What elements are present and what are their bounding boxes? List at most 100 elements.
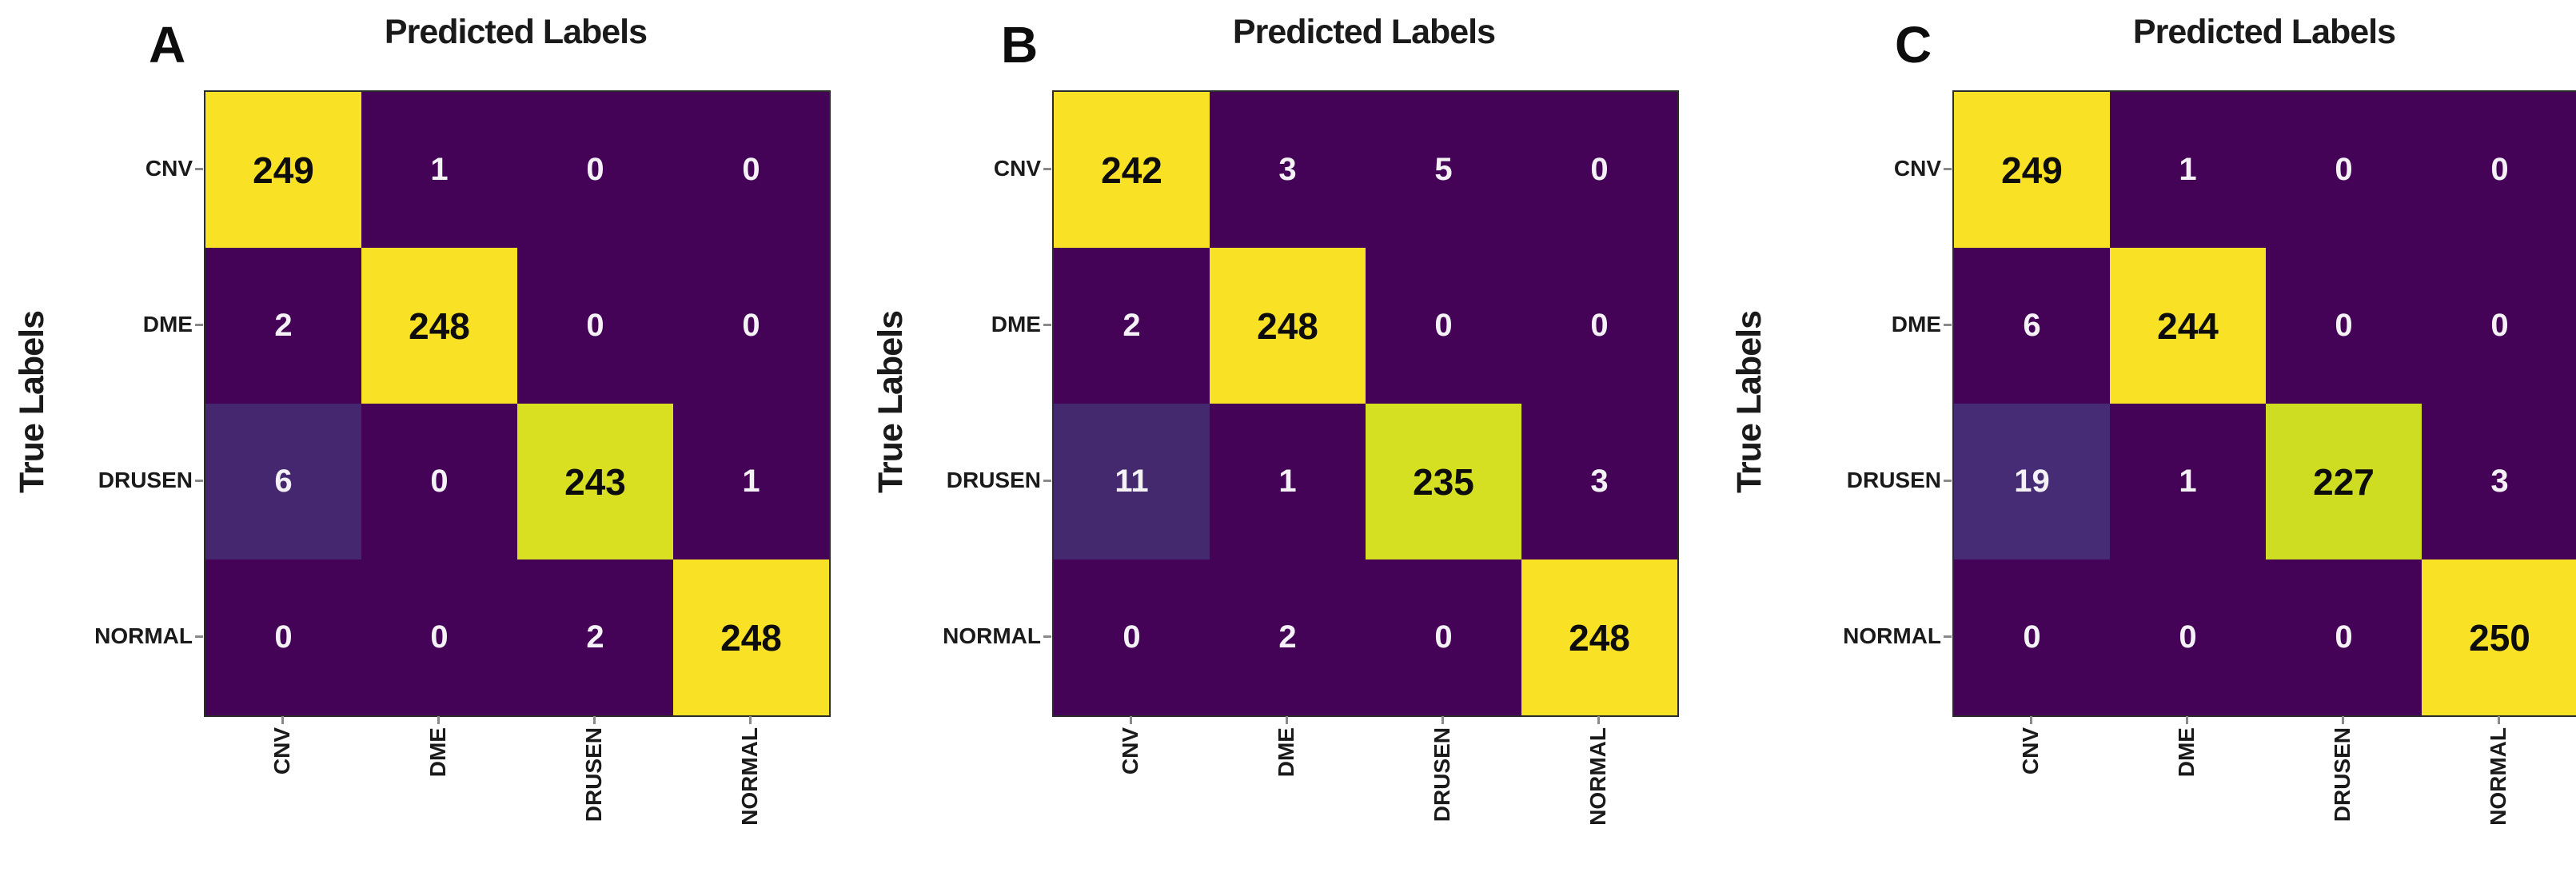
matrix-cell: 1 (2110, 404, 2266, 559)
col-label-drusen: DRUSEN (580, 727, 606, 822)
cell-value: 11 (1115, 464, 1149, 499)
matrix-cell: 3 (1521, 404, 1677, 559)
matrix-cell: 0 (517, 92, 673, 248)
matrix-cell: 0 (1521, 248, 1677, 404)
matrix-cell: 6 (205, 404, 361, 559)
x-axis-tick (2341, 716, 2344, 724)
matrix-cell: 242 (1054, 92, 1210, 248)
matrix-cell: 19 (1954, 404, 2110, 559)
cell-value: 0 (274, 619, 293, 655)
matrix-cell: 1 (2110, 92, 2266, 248)
confusion-matrix-panel-a: A Predicted Labels True Labels 249 1 0 0 2 24… (0, 0, 859, 884)
cell-value: 6 (2023, 308, 2041, 343)
y-axis-title: True Labels (13, 311, 51, 493)
cell-value: 0 (586, 308, 604, 343)
matrix-cell: 1 (361, 92, 517, 248)
y-axis-tick (1043, 479, 1051, 482)
y-axis-tick (1043, 323, 1051, 326)
confusion-matrix-panel-c: C Predicted Labels True Labels 249 1 0 0 6 24… (1717, 0, 2576, 884)
cell-value: 0 (742, 308, 760, 343)
cell-value: 0 (430, 619, 449, 655)
x-axis-tick (1285, 716, 1288, 724)
matrix-cell: 250 (2422, 559, 2576, 715)
cell-value: 0 (1590, 152, 1609, 187)
y-axis-tick (1944, 167, 1952, 170)
y-axis-tick (195, 479, 203, 482)
cell-value: 1 (430, 152, 449, 187)
cell-value: 1 (1278, 464, 1297, 499)
row-label-normal: NORMAL (943, 623, 1041, 648)
matrix-cell: 2 (1054, 248, 1210, 404)
matrix-cell: 0 (361, 404, 517, 559)
cell-value: 5 (1434, 152, 1453, 187)
cell-value: 0 (586, 152, 604, 187)
cell-value: 0 (1590, 308, 1609, 343)
cell-value: 1 (2179, 152, 2197, 187)
heatmap-grid: 249 1 0 0 6 244 0 0 19 1 227 3 0 0 0 250 (1952, 90, 2576, 717)
cell-value: 0 (1434, 308, 1453, 343)
row-label-drusen: DRUSEN (946, 467, 1041, 492)
matrix-cell: 248 (673, 559, 829, 715)
matrix-cell: 6 (1954, 248, 2110, 404)
matrix-cell: 235 (1366, 404, 1521, 559)
cell-value: 0 (2335, 152, 2353, 187)
cell-value: 3 (2490, 464, 2509, 499)
cell-value: 2 (586, 619, 604, 655)
cell-value: 248 (720, 616, 782, 659)
col-label-normal: NORMAL (2485, 727, 2510, 826)
x-axis-title: Predicted Labels (2132, 13, 2396, 51)
x-axis-tick (592, 716, 596, 724)
x-axis-tick (1441, 716, 1444, 724)
matrix-cell: 0 (1366, 248, 1521, 404)
y-axis-tick (1043, 635, 1051, 638)
cell-value: 0 (2023, 619, 2041, 655)
cell-value: 1 (2179, 464, 2197, 499)
col-label-normal: NORMAL (736, 727, 762, 826)
matrix-cell: 248 (361, 248, 517, 404)
cell-value: 0 (742, 152, 760, 187)
row-label-dme: DME (142, 311, 193, 336)
x-axis-tick (2185, 716, 2188, 724)
cell-value: 0 (1123, 619, 1141, 655)
matrix-cell: 2 (1210, 559, 1366, 715)
y-axis-tick (1944, 635, 1952, 638)
matrix-cell: 0 (2266, 559, 2422, 715)
cell-value: 248 (1257, 305, 1318, 347)
matrix-cell: 244 (2110, 248, 2266, 404)
y-axis-tick (195, 323, 203, 326)
x-axis-tick (748, 716, 752, 724)
matrix-cell: 249 (1954, 92, 2110, 248)
matrix-cell: 227 (2266, 404, 2422, 559)
y-axis-tick (1043, 167, 1051, 170)
matrix-cell: 0 (2266, 248, 2422, 404)
cell-value: 0 (2490, 308, 2509, 343)
x-axis-title: Predicted Labels (1232, 13, 1496, 51)
matrix-cell: 2 (205, 248, 361, 404)
cell-value: 249 (2001, 149, 2063, 191)
y-axis-tick (1944, 323, 1952, 326)
cell-value: 19 (2014, 464, 2050, 499)
matrix-cell: 248 (1521, 559, 1677, 715)
cell-value: 0 (2335, 619, 2353, 655)
cell-value: 2 (1278, 619, 1297, 655)
panel-letter-b: B (1001, 16, 1039, 74)
x-axis-tick (1597, 716, 1600, 724)
matrix-cell: 2 (517, 559, 673, 715)
matrix-cell: 0 (205, 559, 361, 715)
cell-value: 3 (1590, 464, 1609, 499)
matrix-cell: 0 (2422, 248, 2576, 404)
row-label-dme: DME (1891, 311, 1941, 336)
confusion-matrix-panel-b: B Predicted Labels True Labels 242 3 5 0 2 24… (859, 0, 1717, 884)
matrix-cell: 0 (1366, 559, 1521, 715)
matrix-cell: 1 (673, 404, 829, 559)
cell-value: 0 (2490, 152, 2509, 187)
matrix-cell: 0 (1054, 559, 1210, 715)
matrix-cell: 3 (2422, 404, 2576, 559)
cell-value: 235 (1413, 460, 1474, 503)
cell-value: 6 (274, 464, 293, 499)
y-axis-tick (1944, 479, 1952, 482)
col-label-dme: DME (1273, 727, 1298, 778)
cell-value: 244 (2157, 305, 2219, 347)
matrix-cell: 3 (1210, 92, 1366, 248)
matrix-cell: 0 (673, 92, 829, 248)
